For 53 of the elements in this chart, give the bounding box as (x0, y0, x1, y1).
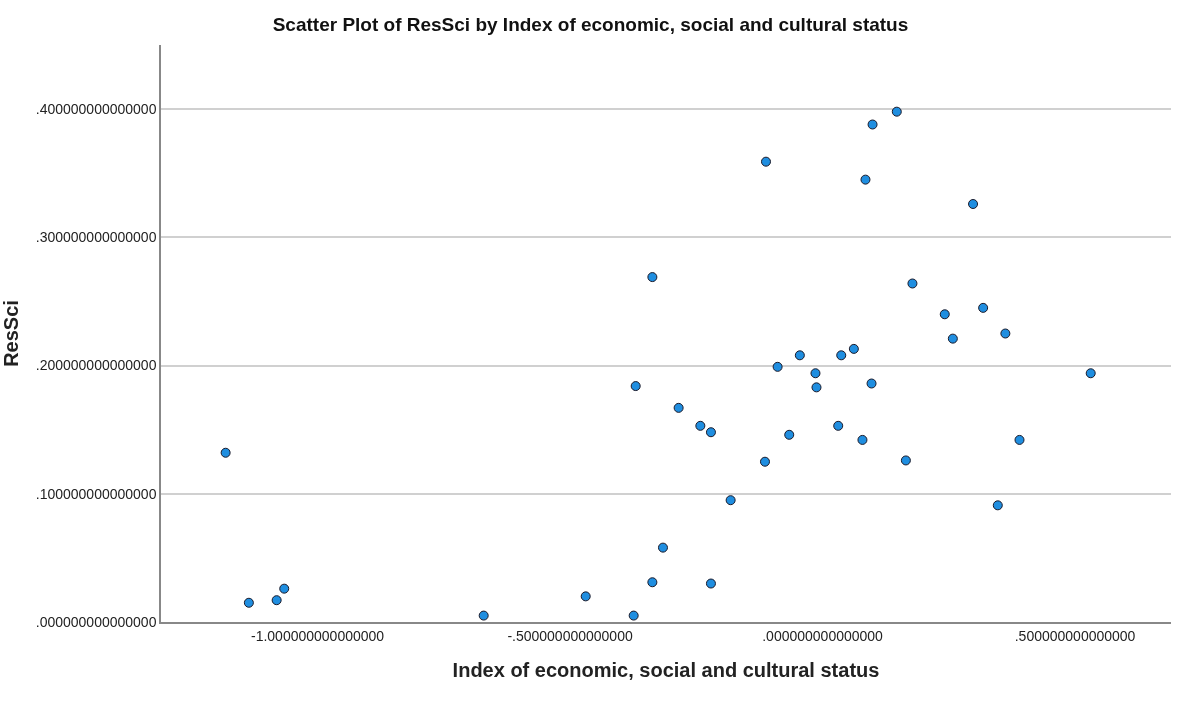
point (947, 333, 958, 344)
x-tick-label: -.500000000000000 (507, 627, 633, 644)
point (657, 542, 668, 553)
point (860, 174, 871, 185)
point (647, 272, 658, 283)
point (836, 350, 847, 361)
point (867, 119, 878, 130)
point (1085, 368, 1096, 379)
point (220, 447, 231, 458)
point (628, 610, 639, 621)
point (900, 455, 911, 466)
point (833, 420, 844, 431)
y-tick-label: .400000000000000 (35, 101, 157, 118)
y-tick-label: .300000000000000 (35, 229, 157, 246)
point (725, 495, 736, 506)
point (866, 378, 877, 389)
x-tick-label: -1.000000000000000 (250, 627, 385, 644)
point (478, 610, 489, 621)
point (279, 583, 290, 594)
point (1000, 328, 1011, 339)
y-tick-label: .200000000000000 (35, 357, 157, 374)
point (810, 368, 821, 379)
point (857, 434, 868, 445)
point (759, 456, 770, 467)
x-tick-label: .500000000000000 (1014, 627, 1136, 644)
point (811, 382, 822, 393)
chart-title: Scatter Plot of ResSci by Index of economic, social and cultural status (272, 13, 909, 35)
point (673, 402, 684, 413)
point (647, 577, 658, 588)
y-tick-label: .000000000000000 (35, 613, 157, 630)
point (705, 427, 716, 438)
point (1014, 434, 1025, 445)
point (794, 350, 805, 361)
point (705, 578, 716, 589)
point (695, 420, 706, 431)
point (243, 597, 254, 608)
point (848, 343, 859, 354)
point (760, 156, 771, 167)
y-axis-title: ResSci (0, 300, 22, 367)
point (784, 429, 795, 440)
point (630, 381, 641, 392)
point (968, 199, 979, 209)
x-axis-title: Index of economic, social and cultural status (452, 658, 880, 681)
point (580, 591, 591, 602)
point (271, 595, 282, 606)
point (992, 500, 1003, 511)
point (772, 361, 783, 372)
x-tick-label: .000000000000000 (762, 627, 884, 644)
point (907, 278, 918, 289)
point (978, 302, 989, 313)
point (939, 309, 950, 320)
point (891, 106, 902, 117)
y-tick-label: .100000000000000 (35, 485, 157, 502)
